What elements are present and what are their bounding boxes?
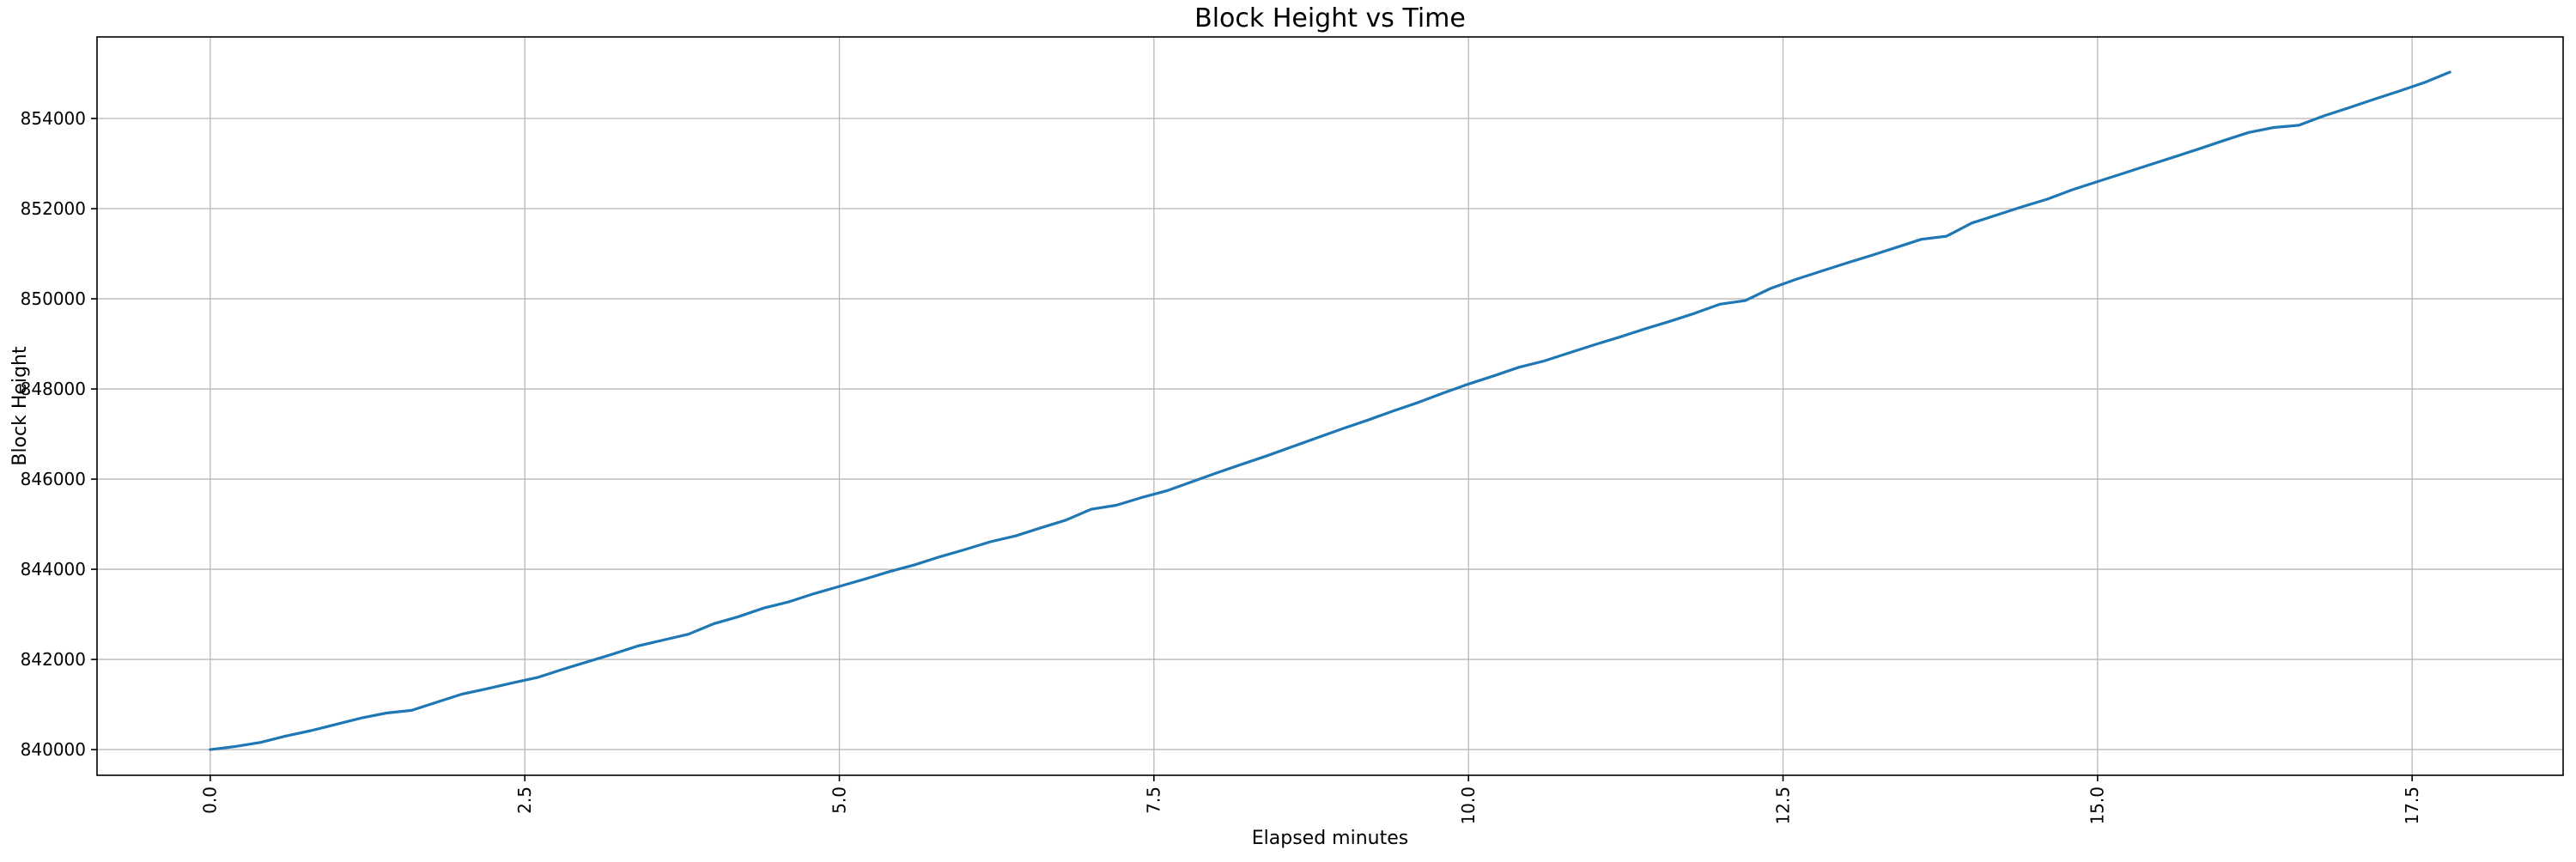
x-tick-label: 17.5 [2402, 786, 2422, 825]
chart-title: Block Height vs Time [1194, 3, 1466, 33]
tick-marks [91, 118, 2413, 781]
y-tick-label: 842000 [21, 649, 86, 670]
x-axis-label: Elapsed minutes [1252, 828, 1408, 849]
y-axis-label: Block Height [9, 346, 31, 466]
y-tick-label: 852000 [21, 198, 86, 219]
x-tick-label: 10.0 [1458, 786, 1479, 825]
y-tick-label: 840000 [21, 739, 86, 760]
x-tick-label: 7.5 [1144, 786, 1164, 814]
y-tick-labels: 840000 842000 844000 846000 848000 850000 8520… [21, 108, 86, 760]
grid-lines [97, 37, 2563, 775]
x-tick-label: 15.0 [2087, 786, 2108, 825]
x-tick-label: 5.0 [829, 786, 849, 814]
x-tick-label: 0.0 [200, 786, 221, 814]
y-tick-label: 844000 [21, 559, 86, 580]
x-tick-label: 2.5 [514, 786, 535, 814]
data-line-block-height [209, 70, 2451, 751]
x-tick-labels: 0.0 2.5 5.0 7.5 10.0 12.5 15.0 17.5 [200, 786, 2422, 825]
y-tick-label: 850000 [21, 288, 86, 309]
y-tick-label: 848000 [21, 379, 86, 399]
y-tick-label: 854000 [21, 108, 86, 129]
x-tick-label: 12.5 [1772, 786, 1793, 825]
y-tick-label: 846000 [21, 469, 86, 489]
plot-area-border [96, 36, 2564, 776]
data-series [209, 70, 2451, 751]
